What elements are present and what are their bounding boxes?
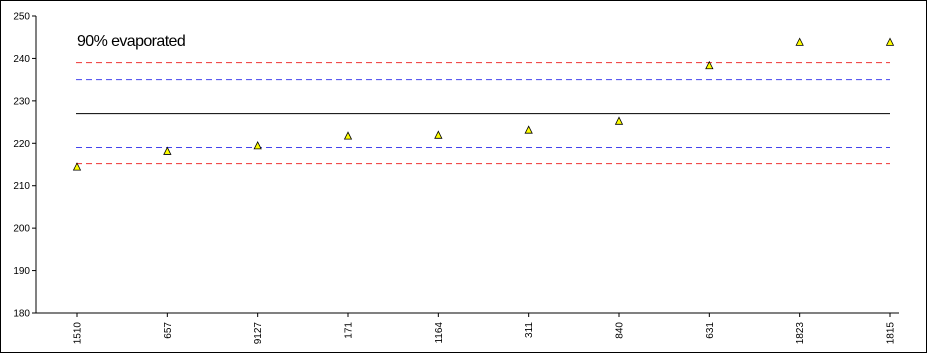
x-axis: 1510 657 9127 171 1164 311 840 631 1823 1815 — [36, 312, 899, 345]
x-tick-label: 9127 — [253, 322, 264, 345]
data-points — [72, 37, 895, 171]
x-tick-label: 171 — [344, 322, 355, 339]
data-point — [343, 131, 353, 140]
x-tick-label: 631 — [705, 322, 716, 339]
x-tick-label: 311 — [524, 322, 535, 338]
chart-annotation: 90% evaporated — [77, 33, 185, 50]
y-tick-label: 180 — [13, 309, 30, 320]
data-point — [163, 146, 172, 155]
x-tick-label: 840 — [615, 322, 626, 339]
data-point — [524, 125, 533, 134]
x-tick-label: 657 — [163, 322, 174, 339]
y-tick-label: 220 — [13, 139, 30, 150]
data-point — [885, 37, 895, 46]
x-tick-label: 1823 — [795, 322, 806, 345]
y-tick-label: 190 — [13, 266, 30, 277]
data-point — [434, 130, 443, 139]
x-tick-label: 1164 — [434, 322, 445, 344]
data-point — [705, 60, 714, 70]
reference-lines — [76, 62, 890, 165]
x-tick-label: 1510 — [73, 322, 84, 345]
data-point — [253, 141, 262, 150]
data-point — [614, 116, 624, 125]
data-point — [795, 37, 804, 46]
y-tick-label: 250 — [13, 12, 30, 23]
y-tick-label: 200 — [13, 224, 30, 235]
y-axis: 180 190 200 210 220 230 240 250 — [13, 12, 37, 320]
data-point — [72, 162, 82, 171]
y-tick-label: 230 — [13, 96, 30, 107]
y-tick-label: 240 — [13, 54, 30, 65]
y-tick-label: 210 — [13, 181, 30, 192]
x-tick-label: 1815 — [886, 322, 897, 345]
